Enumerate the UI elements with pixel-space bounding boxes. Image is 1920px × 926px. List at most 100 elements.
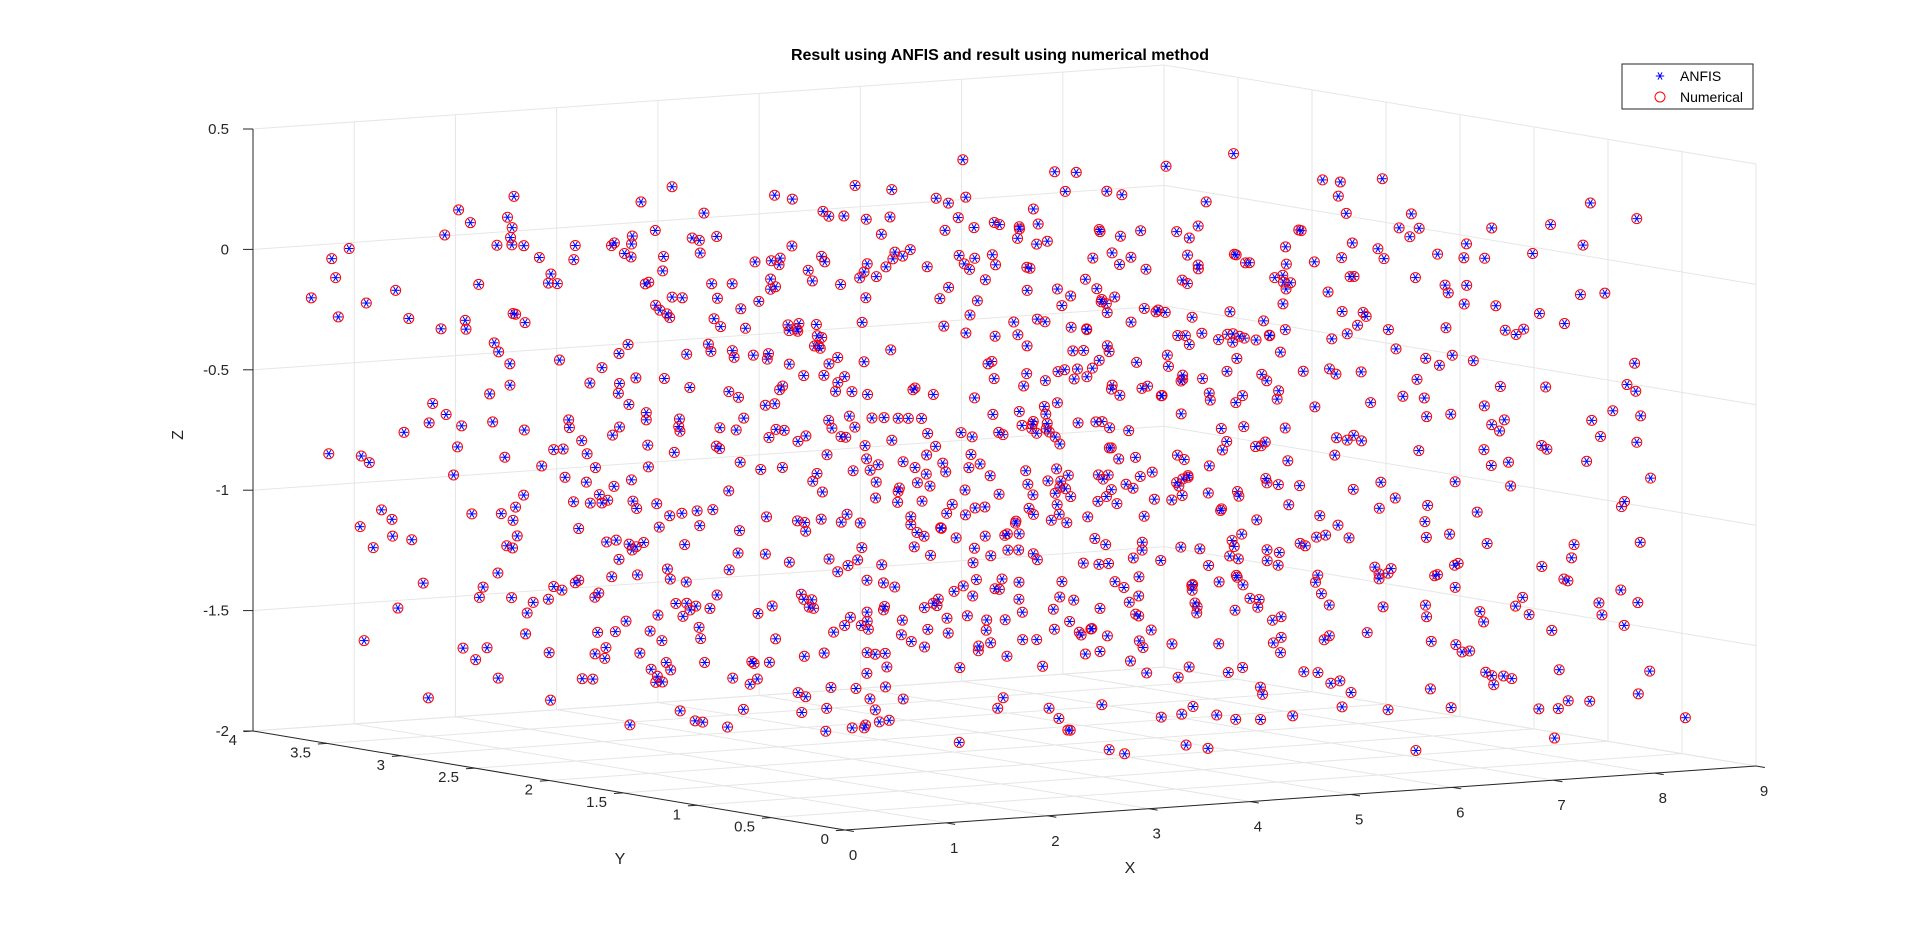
anfis-point: [636, 198, 646, 206]
numerical-point: [1344, 271, 1356, 283]
anfis-point: [1504, 458, 1513, 467]
numerical-point: [1499, 324, 1511, 336]
numerical-point: [1260, 472, 1272, 484]
numerical-point: [1630, 385, 1642, 397]
anfis-point: [1033, 220, 1043, 228]
anfis-point: [1069, 596, 1078, 605]
numerical-point: [387, 530, 399, 542]
z-tick-label: -1: [216, 482, 229, 499]
anfis-point: [612, 536, 621, 544]
numerical-point: [1324, 363, 1336, 375]
anfis-point: [1450, 477, 1460, 486]
anfis-point: [1176, 543, 1186, 552]
anfis-point: [1233, 573, 1242, 582]
anfis-point: [440, 231, 449, 239]
numerical-point: [1250, 334, 1262, 346]
numerical-point: [711, 589, 723, 601]
numerical-point: [519, 317, 531, 329]
anfis-point: [845, 412, 854, 420]
anfis-point: [359, 636, 369, 645]
anfis-point: [1582, 457, 1591, 466]
anfis-point: [1299, 367, 1308, 376]
anfis-point: [670, 448, 679, 457]
numerical-point: [466, 508, 478, 520]
numerical-point: [1431, 569, 1443, 581]
numerical-point: [730, 424, 742, 436]
numerical-point: [744, 678, 756, 690]
numerical-point: [723, 386, 735, 398]
numerical-point: [1116, 189, 1128, 201]
numerical-point: [1644, 665, 1656, 677]
anfis-point: [1374, 575, 1384, 583]
numerical-point: [1243, 257, 1255, 269]
anfis-point: [893, 498, 902, 507]
numerical-point: [1275, 611, 1287, 623]
numerical-point: [460, 323, 472, 335]
anfis-point: [641, 279, 650, 288]
anfis-point: [624, 400, 634, 409]
numerical-point: [1314, 510, 1326, 522]
numerical-point: [1161, 349, 1173, 361]
numerical-point: [815, 513, 827, 525]
numerical-point: [943, 281, 955, 293]
numerical-point: [1420, 352, 1432, 364]
numerical-point: [642, 461, 654, 473]
chart-gridlines: [252, 64, 1757, 831]
anfis-point: [913, 478, 922, 487]
anfis-point: [466, 218, 475, 227]
numerical-point: [1048, 623, 1060, 635]
anfis-point: [819, 371, 829, 380]
z-axis-label: Z: [170, 430, 187, 440]
numerical-point: [858, 356, 870, 368]
anfis-point: [990, 332, 1000, 341]
numerical-point: [986, 249, 998, 261]
numerical-point: [386, 513, 398, 525]
numerical-point: [800, 430, 812, 442]
anfis-point: [824, 416, 833, 425]
numerical-point: [908, 541, 920, 553]
numerical-point: [927, 388, 939, 400]
numerical-point: [1413, 222, 1425, 234]
numerical-point: [927, 597, 939, 609]
anfis-point: [1587, 416, 1596, 425]
anfis-point: [377, 505, 386, 514]
numerical-point: [937, 457, 949, 469]
anfis-point: [663, 565, 672, 573]
numerical-point: [1357, 307, 1369, 319]
anfis-point: [1140, 304, 1149, 313]
numerical-point: [417, 577, 429, 589]
numerical-point: [305, 292, 317, 304]
numerical-point: [1346, 237, 1358, 249]
anfis-point: [827, 424, 837, 433]
anfis-point: [493, 569, 503, 577]
anfis-point: [970, 504, 980, 512]
anfis-point: [1082, 372, 1092, 381]
anfis-point: [879, 579, 888, 587]
anfis-point: [1332, 433, 1341, 442]
numerical-point: [1068, 594, 1080, 606]
numerical-point: [973, 640, 985, 652]
anfis-point: [937, 524, 946, 533]
grid-back-z: [252, 546, 1165, 612]
numerical-point: [1021, 368, 1033, 380]
anfis-point: [1475, 607, 1485, 616]
anfis-point: [972, 575, 981, 584]
anfis-point: [1411, 273, 1420, 282]
anfis-point: [1301, 541, 1310, 550]
anfis-point: [1295, 481, 1304, 490]
anfis-point: [995, 585, 1004, 594]
numerical-point: [684, 604, 696, 616]
anfis-point: [645, 627, 655, 635]
numerical-point: [732, 547, 744, 559]
numerical-point: [330, 272, 342, 284]
anfis-point: [820, 257, 829, 266]
numerical-point: [989, 583, 1001, 595]
numerical-point: [1065, 491, 1077, 503]
numerical-point: [728, 351, 740, 363]
numerical-point: [634, 647, 646, 659]
numerical-point: [1228, 148, 1240, 160]
numerical-point: [1419, 599, 1431, 611]
numerical-point: [942, 197, 954, 209]
anfis-point: [1090, 534, 1100, 543]
anfis-point: [886, 346, 895, 354]
